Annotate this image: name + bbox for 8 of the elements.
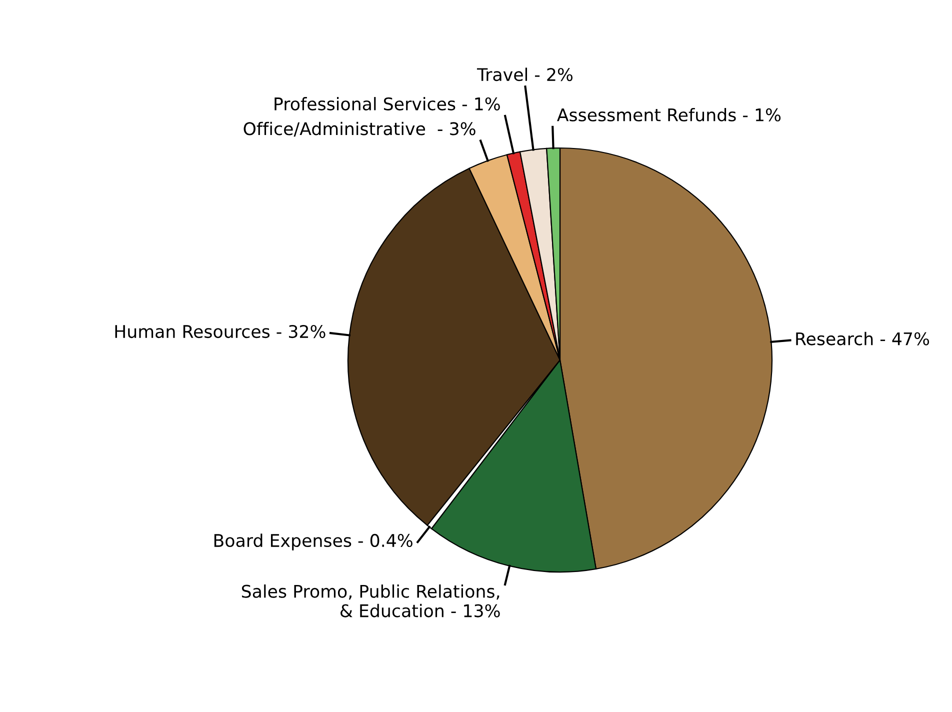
- slice-label: Human Resources - 32%: [115, 324, 326, 338]
- slice-label: Office/Administrative - 3%: [244, 122, 476, 137]
- slice-label: Professional Services - 1%: [274, 97, 500, 110]
- slice-label: Research - 47%: [796, 332, 930, 346]
- slice-label: Sales Promo, Public Relations, & Education - 13%: [242, 584, 500, 618]
- slice-label: Travel - 2%: [476, 68, 573, 82]
- slice-label: Assessment Refunds - 1%: [557, 108, 781, 122]
- slice-label: Board Expenses - 0.4%: [214, 534, 412, 550]
